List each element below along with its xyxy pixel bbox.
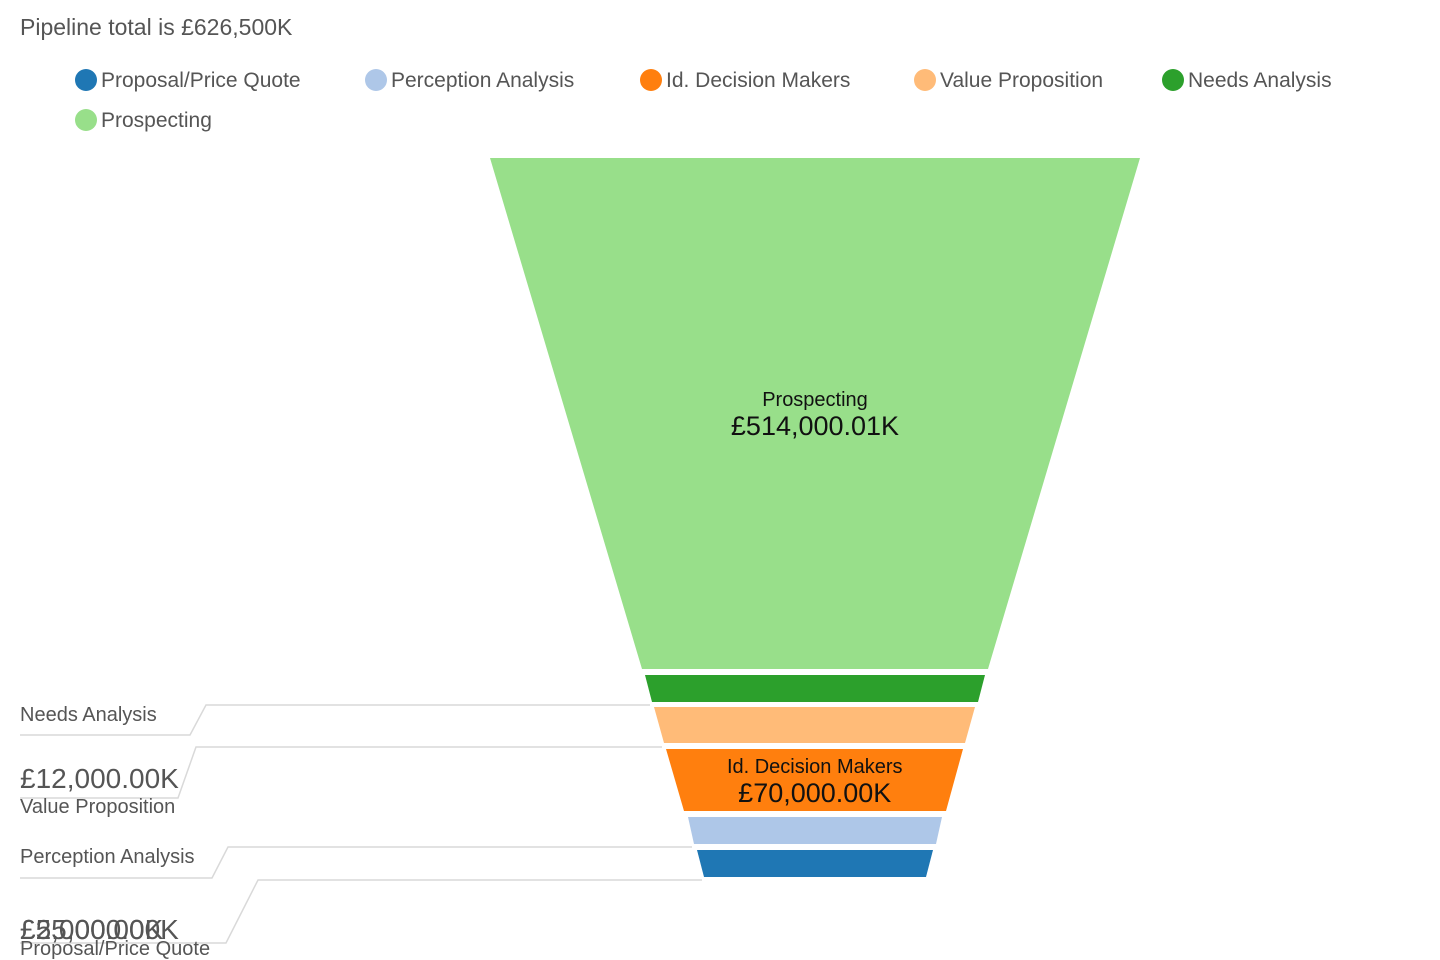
funnel-segment-id-decision-makers[interactable]: [666, 749, 963, 811]
funnel-segment-value-proposition[interactable]: [654, 707, 975, 743]
legend-marker-perception-analysis[interactable]: [365, 69, 387, 91]
segment-name-prospecting: Prospecting: [762, 389, 868, 411]
legend-marker-value-proposition[interactable]: [914, 69, 936, 91]
funnel-segment-proposal-price-quote[interactable]: [697, 850, 933, 877]
segment-name-id-decision-makers: Id. Decision Makers: [727, 756, 903, 778]
legend-marker-id-decision-makers[interactable]: [640, 69, 662, 91]
legend-marker-prospecting[interactable]: [75, 109, 97, 131]
legend: Proposal/Price Quote Perception Analysis I…: [75, 69, 1332, 132]
leader-line-proposal-price-quote: [20, 879, 702, 944]
outside-value-perception-analysis: £5,000.00K: [20, 914, 164, 945]
chart-title: Pipeline total is £626,500K: [20, 14, 293, 40]
leader-line-perception-analysis: [20, 846, 692, 879]
funnel-segment-prospecting[interactable]: [490, 158, 1140, 669]
segment-value-id-decision-makers: £70,000.00K: [738, 778, 891, 808]
funnel-segment-perception-analysis[interactable]: [688, 817, 942, 844]
legend-label-needs-analysis[interactable]: Needs Analysis: [1188, 69, 1332, 92]
legend-label-prospecting[interactable]: Prospecting: [101, 109, 212, 132]
funnel-segments: [490, 158, 1140, 877]
legend-label-proposal-price-quote[interactable]: Proposal/Price Quote: [101, 69, 301, 92]
legend-label-id-decision-makers[interactable]: Id. Decision Makers: [666, 69, 850, 92]
leader-line-needs-analysis: [20, 704, 650, 736]
outside-name-proposal-price-quote: Proposal/Price Quote: [20, 938, 210, 960]
outside-name-perception-analysis: Perception Analysis: [20, 846, 195, 868]
leader-lines: [20, 704, 702, 944]
outside-name-value-proposition: Value Proposition: [20, 796, 175, 818]
outside-name-needs-analysis: Needs Analysis: [20, 704, 157, 726]
segment-value-prospecting: £514,000.01K: [731, 411, 899, 441]
legend-label-perception-analysis[interactable]: Perception Analysis: [391, 69, 574, 92]
legend-label-value-proposition[interactable]: Value Proposition: [940, 69, 1103, 92]
funnel-labels: Prospecting£514,000.01K Id. Decision Make…: [20, 389, 903, 960]
legend-marker-needs-analysis[interactable]: [1162, 69, 1184, 91]
funnel-segment-needs-analysis[interactable]: [645, 675, 985, 702]
leader-line-value-proposition: [20, 746, 662, 799]
outside-value-value-proposition: £12,000.00K: [20, 763, 179, 794]
legend-marker-proposal-price-quote[interactable]: [75, 69, 97, 91]
outside-value-proposal-price-quote: £25,000.00K: [20, 914, 179, 945]
